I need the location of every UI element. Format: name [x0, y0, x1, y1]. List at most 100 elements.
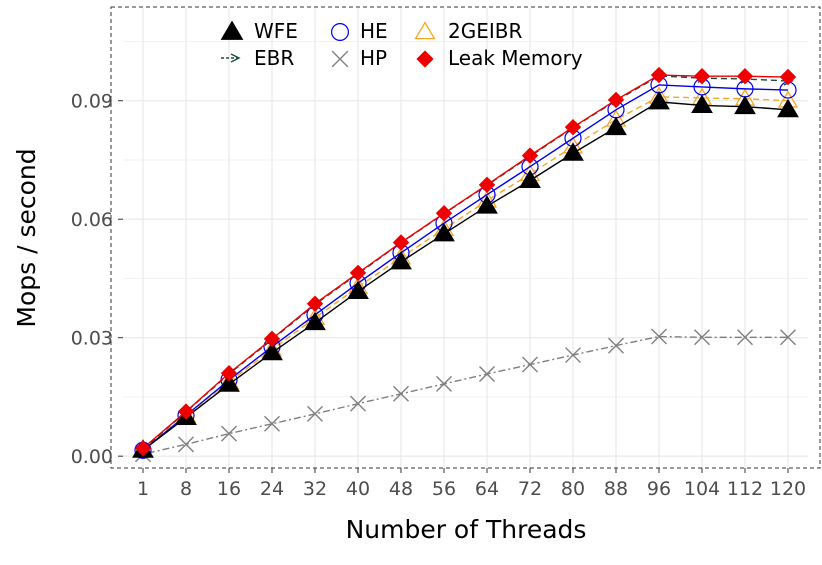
legend-box [110, 6, 821, 469]
data-point [736, 68, 754, 85]
data-point [522, 356, 538, 373]
data-point [521, 147, 539, 164]
data-point [264, 415, 280, 432]
series-leak-memory [134, 66, 797, 457]
legend-item: EBR [221, 46, 294, 70]
data-point [780, 329, 796, 346]
data-point [476, 195, 498, 214]
x-tick-label: 32 [303, 478, 327, 500]
data-point [220, 365, 238, 382]
x-tick-label: 40 [346, 478, 370, 500]
data-point [392, 234, 410, 251]
x-tick-label: 64 [475, 478, 499, 500]
data-point [393, 385, 409, 402]
series-line [142, 101, 789, 451]
data-point [306, 295, 324, 312]
x-tick-label: 88 [604, 478, 628, 500]
data-point [435, 205, 453, 222]
data-point [390, 250, 412, 270]
data-point [261, 341, 283, 361]
x-tick-label: 104 [684, 478, 720, 500]
data-point [693, 68, 711, 85]
legend-item: Leak Memory [416, 46, 583, 70]
legend-label: HE [360, 19, 388, 43]
x-tick-label: 96 [647, 478, 671, 500]
legend-key-marker [230, 53, 241, 63]
data-point [178, 436, 194, 453]
legend-item: HE [331, 19, 388, 43]
x-tick-label: 16 [217, 478, 241, 500]
data-point [519, 169, 541, 188]
series-line [142, 74, 789, 449]
data-point [651, 328, 667, 345]
data-point [349, 264, 367, 282]
data-point [134, 440, 152, 457]
x-axis-title: Number of Threads [346, 515, 587, 544]
legend-label: Leak Memory [448, 46, 583, 70]
x-tick-label: 72 [518, 478, 542, 500]
data-point [436, 375, 452, 392]
x-tick-label: 120 [770, 478, 806, 500]
data-point [777, 98, 799, 118]
data-point [479, 366, 495, 383]
y-tick-label: 0.03 [71, 328, 113, 350]
legend-label: WFE [254, 19, 298, 43]
series-lines [132, 66, 799, 463]
legend-item: HP [331, 46, 387, 70]
data-point [263, 330, 281, 348]
data-point [562, 142, 584, 161]
data-point [218, 373, 240, 392]
x-tick-label: 48 [389, 478, 413, 500]
data-point [478, 176, 496, 194]
data-point [564, 118, 582, 136]
x-tick-label: 80 [561, 478, 585, 500]
data-point [304, 311, 326, 331]
data-point [737, 329, 753, 346]
data-point [608, 337, 624, 354]
data-point [350, 395, 366, 412]
data-point [694, 329, 710, 346]
x-tick-label: 1 [137, 478, 149, 500]
series-he [134, 76, 797, 459]
series-2geibr [132, 86, 799, 457]
y-tick-label: 0.00 [71, 446, 113, 468]
data-point [433, 222, 455, 242]
x-tick-label: 112 [727, 478, 763, 500]
y-tick-label: 0.09 [71, 91, 113, 113]
data-point [648, 90, 670, 110]
x-tick-label: 8 [180, 478, 192, 500]
data-point [605, 116, 627, 136]
legend-label: HP [360, 46, 387, 70]
data-point [221, 425, 237, 442]
data-point [565, 347, 581, 364]
data-point [307, 405, 323, 422]
y-axis-title: Mops / second [12, 148, 41, 327]
legend-item: WFE [220, 19, 298, 43]
x-tick-label: 56 [432, 478, 456, 500]
legend-key-marker [331, 50, 349, 68]
data-point [779, 68, 797, 86]
data-point [347, 280, 369, 299]
data-point [650, 66, 668, 84]
legend-key-marker [331, 23, 350, 41]
legend: WFE HE 2GEIBR EBR HP Leak Memory [220, 19, 583, 70]
series-hp [135, 328, 796, 463]
x-tick-label: 24 [260, 478, 284, 500]
legend-key-marker [414, 21, 436, 40]
series-wfe [132, 90, 799, 458]
legend-label: 2GEIBR [448, 19, 522, 43]
data-point [177, 403, 195, 420]
series-line [142, 335, 788, 455]
grid-lines [123, 8, 808, 468]
legend-key-marker [220, 20, 244, 40]
legend-item: 2GEIBR [414, 19, 522, 43]
data-point [691, 94, 713, 113]
data-point [607, 91, 625, 109]
series-line [142, 75, 789, 450]
legend-label: EBR [254, 46, 294, 70]
series-line [142, 84, 789, 451]
legend-key-marker [416, 50, 434, 68]
series-ebr [138, 71, 794, 454]
data-point [734, 95, 756, 115]
